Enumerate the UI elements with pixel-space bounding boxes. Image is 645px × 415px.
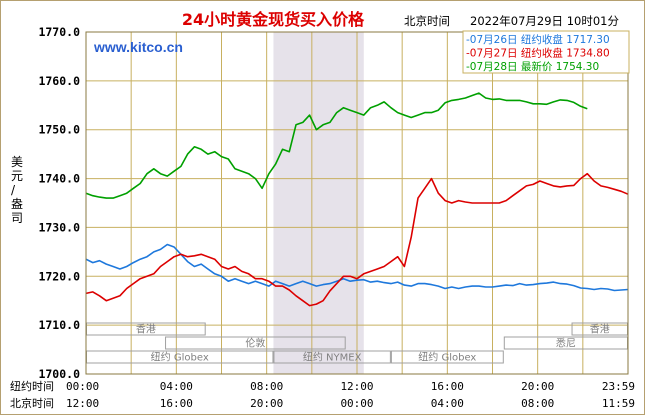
market-session-box: [165, 336, 346, 350]
timestamp-value: 2022年07月29日 10时01分: [470, 14, 619, 28]
y-tick-label: 1700.0: [38, 367, 80, 381]
market-session-label: 香港: [590, 324, 610, 336]
y-tick-label: 1760.0: [38, 74, 80, 88]
x-tick-bj: 04:00: [431, 397, 464, 410]
x-tick-ny: 08:00: [250, 380, 283, 393]
y-tick-label: 1720.0: [38, 269, 80, 283]
y-tick-label: 1730.0: [38, 220, 80, 234]
legend-entry: -07月28日 最新价 1754.30: [466, 60, 599, 73]
market-session-label: 悉尼: [556, 338, 576, 350]
series-line-07月28日: [85, 92, 588, 199]
x-tick-ny: 00:00: [66, 380, 99, 393]
plot-border: [85, 31, 629, 375]
y-tick-label: 1770.0: [38, 25, 80, 39]
x-row-ny-label: 纽约时间: [10, 379, 54, 393]
market-session-label: 伦敦: [245, 337, 265, 350]
x-row-bj-label: 北京时间: [10, 396, 54, 410]
nymex-highlight-band: [273, 32, 364, 374]
market-session-label: 纽约 NYMEX: [303, 351, 362, 364]
series-line-07月27日: [85, 172, 629, 307]
chart-title: 24小时黄金现货买入价格: [182, 10, 365, 29]
x-tick-bj: 00:00: [340, 397, 373, 410]
x-tick-ny: 16:00: [431, 380, 464, 393]
x-tick-bj: 08:00: [521, 397, 554, 410]
x-tick-ny: 20:00: [521, 380, 554, 393]
x-tick-ny: 04:00: [160, 380, 193, 393]
y-axis-label: 美元/盎司: [11, 155, 23, 225]
legend-entry: -07月26日 纽约收盘 1717.30: [466, 33, 610, 46]
x-tick-bj: 20:00: [250, 397, 283, 410]
market-session-box: [273, 350, 391, 364]
watermark: www.kitco.cn: [93, 39, 183, 55]
y-tick-label: 1710.0: [38, 318, 80, 332]
legend: -07月26日 纽约收盘 1717.30-07月27日 纽约收盘 1734.80…: [462, 30, 630, 74]
y-tick-label: 1740.0: [38, 172, 80, 186]
series-line-07月26日: [85, 243, 629, 292]
market-session-label: 纽约 Globex: [418, 351, 476, 364]
market-session-box: [390, 350, 504, 364]
market-session-label: 香港: [136, 324, 156, 336]
market-session-label: 纽约 Globex: [151, 351, 209, 364]
x-tick-ny: 12:00: [340, 380, 373, 393]
timestamp-label: 北京时间: [404, 14, 450, 28]
x-tick-ny: 23:59: [602, 380, 635, 393]
x-tick-bj: 12:00: [66, 397, 99, 410]
x-tick-bj: 11:59: [602, 397, 635, 410]
x-tick-bj: 16:00: [160, 397, 193, 410]
legend-box: [462, 30, 630, 74]
legend-entry: -07月27日 纽约收盘 1734.80: [466, 47, 610, 60]
y-tick-label: 1750.0: [38, 123, 80, 137]
